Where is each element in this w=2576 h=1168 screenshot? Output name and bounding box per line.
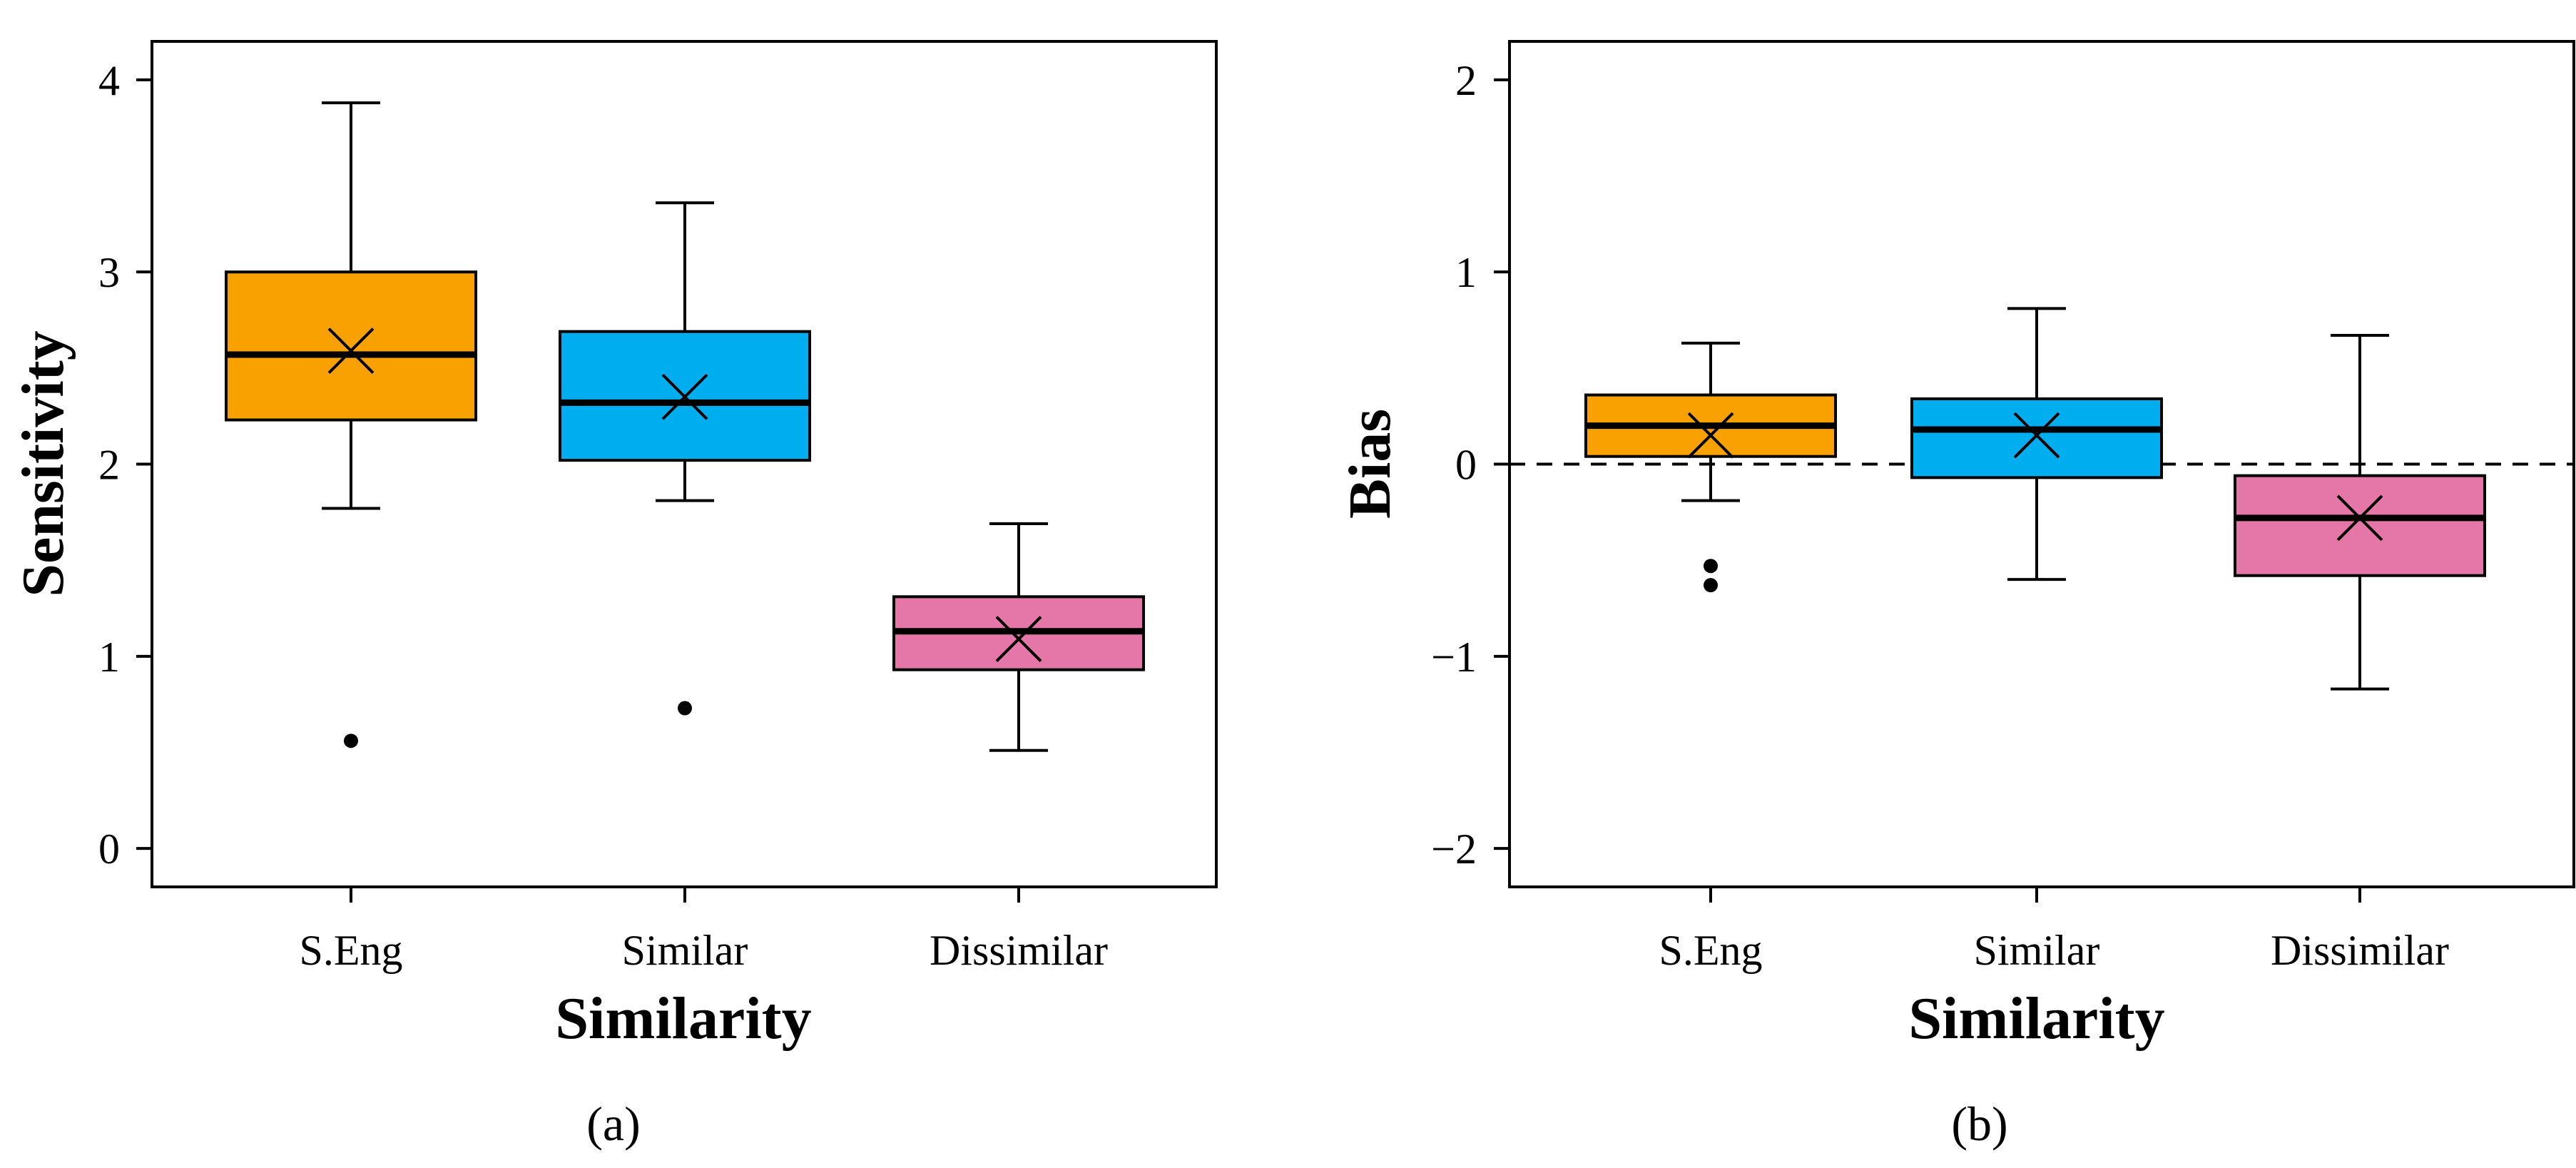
y-tick-label: 1 (1455, 249, 1477, 296)
box-dissimilar (2234, 334, 2486, 691)
box-similar (1910, 307, 2163, 582)
x-tick-label: Similar (1974, 927, 2100, 974)
box-seng (1584, 341, 1837, 593)
iqr-box (1910, 397, 2163, 479)
outlier-point (1704, 578, 1718, 593)
y-tick-label: 0 (98, 826, 120, 873)
plot-content: −2 −1 0 1 2 S.Eng Similar Dissimilar (1431, 57, 2574, 974)
iqr-box (225, 270, 477, 422)
box-seng (225, 101, 477, 748)
y-tick-label: 3 (98, 249, 120, 296)
x-tick-label: Similar (622, 927, 748, 974)
x-axis-title: Similarity (1908, 985, 2164, 1052)
iqr-box (2234, 474, 2486, 577)
mean-marker (1687, 412, 1734, 459)
x-tick-label: S.Eng (299, 927, 402, 974)
y-tick-label: 1 (98, 634, 120, 681)
panel-label: (b) (1951, 1097, 2007, 1151)
x-tick-label: Dissimilar (930, 927, 1108, 974)
y-tick-label: 2 (1455, 57, 1477, 104)
box-similar (559, 201, 811, 716)
mean-marker (2336, 494, 2383, 542)
box-dissimilar (892, 522, 1145, 752)
outlier-point (678, 701, 692, 716)
x-tick-label: S.Eng (1659, 927, 1762, 974)
y-tick-label: −2 (1431, 826, 1477, 873)
outlier-point (344, 733, 358, 748)
mean-marker (327, 327, 375, 375)
y-tick-label: −1 (1431, 634, 1477, 681)
outlier-point (1704, 559, 1718, 574)
x-axis-title: Similarity (555, 985, 811, 1052)
y-tick-label: 4 (98, 57, 120, 104)
x-tick-label: Dissimilar (2271, 927, 2449, 974)
y-tick-label: 0 (1455, 442, 1477, 489)
y-axis-title: Sensitivity (10, 330, 76, 596)
panel-label: (a) (586, 1097, 640, 1151)
y-axis-title: Bias (1337, 409, 1403, 519)
panel-b: −2 −1 0 1 2 S.Eng Similar Dissimilar Bias Simil… (1337, 40, 2575, 1151)
mean-marker (661, 373, 708, 420)
y-tick-label: 2 (98, 442, 120, 489)
mean-marker (995, 616, 1042, 662)
plot-content: 0 1 2 3 4 S.Eng Similar Dissimilar (98, 57, 1145, 974)
mean-marker (2013, 412, 2060, 459)
